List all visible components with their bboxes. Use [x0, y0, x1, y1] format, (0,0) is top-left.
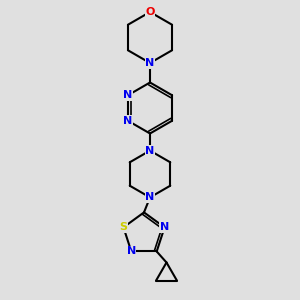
Text: N: N	[127, 247, 136, 256]
Text: N: N	[123, 90, 133, 100]
Text: N: N	[160, 222, 169, 232]
Text: S: S	[119, 222, 128, 232]
Text: O: O	[145, 7, 155, 17]
Text: N: N	[146, 192, 154, 203]
Text: N: N	[146, 146, 154, 156]
Text: N: N	[123, 116, 133, 126]
Text: N: N	[146, 58, 154, 68]
